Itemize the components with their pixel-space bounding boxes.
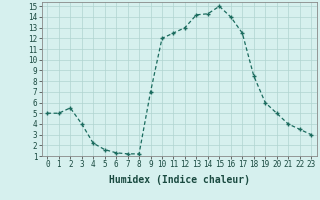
X-axis label: Humidex (Indice chaleur): Humidex (Indice chaleur) [109, 175, 250, 185]
